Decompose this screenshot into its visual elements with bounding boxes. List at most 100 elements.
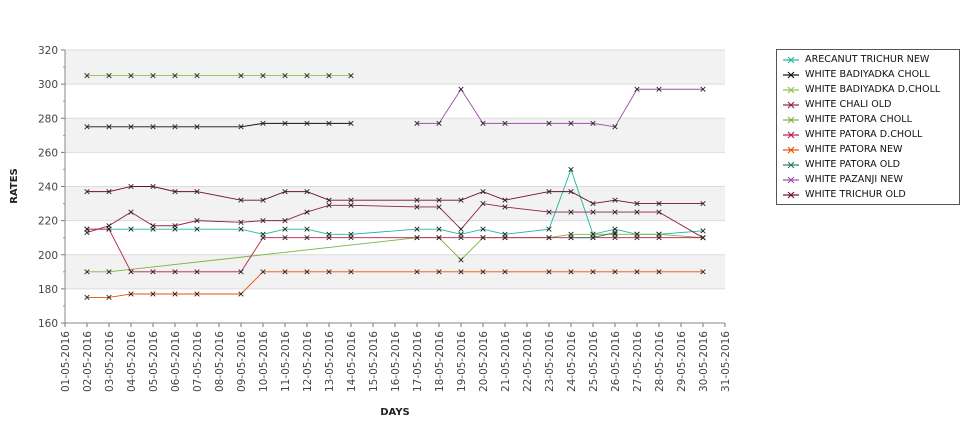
legend-label: WHITE BADIYADKA D.CHOLL <box>805 84 941 95</box>
data-point <box>546 209 552 215</box>
legend-label: ARECANUT TRICHUR NEW <box>805 54 930 65</box>
data-point <box>326 235 332 241</box>
data-point <box>326 202 332 208</box>
data-point <box>634 235 640 241</box>
data-point <box>326 120 332 126</box>
legend-item: WHITE PATORA D.CHOLL <box>781 127 959 142</box>
x-tick-label: 10-05-2016 <box>258 331 270 392</box>
data-point <box>590 235 596 241</box>
data-point <box>568 235 574 241</box>
y-tick-label: 200 <box>38 250 58 262</box>
data-point <box>194 269 200 275</box>
series-6 <box>84 226 706 275</box>
data-point <box>480 120 486 126</box>
data-point <box>260 72 266 79</box>
x-tick-label: 28-05-2016 <box>654 331 666 392</box>
data-point <box>458 257 464 263</box>
data-point <box>304 235 310 241</box>
series-line <box>87 186 703 205</box>
data-point <box>502 235 508 241</box>
data-point <box>656 86 662 92</box>
data-point <box>128 183 134 190</box>
data-point <box>304 209 310 215</box>
x-tick-label: 21-05-2016 <box>500 331 512 392</box>
data-point <box>700 235 706 241</box>
data-point <box>260 120 266 126</box>
data-point <box>590 269 596 275</box>
series-line <box>87 122 351 128</box>
data-point <box>436 226 442 232</box>
data-point <box>150 72 156 79</box>
x-tick-label: 12-05-2016 <box>302 331 314 392</box>
data-point <box>304 189 310 195</box>
data-point <box>194 291 200 297</box>
data-point <box>238 269 244 275</box>
series-2 <box>84 120 354 130</box>
data-point <box>84 124 90 130</box>
data-point <box>656 269 662 275</box>
series-9 <box>414 86 706 130</box>
data-point <box>414 226 420 232</box>
data-point <box>414 204 420 210</box>
data-point <box>480 235 486 241</box>
plot-band <box>65 186 725 221</box>
data-point <box>612 229 618 236</box>
data-point <box>326 72 332 79</box>
data-point <box>150 183 156 190</box>
data-point <box>436 197 442 203</box>
data-point <box>238 291 244 297</box>
legend-item: WHITE CHALI OLD <box>781 97 959 112</box>
y-tick-label: 180 <box>38 284 58 296</box>
data-point <box>612 235 618 241</box>
legend: ARECANUT TRICHUR NEW WHITE BADIYADKA CHOL… <box>776 49 960 205</box>
data-point <box>436 204 442 210</box>
series-10 <box>84 183 706 207</box>
data-point <box>172 291 178 297</box>
data-point <box>348 269 354 275</box>
legend-label: WHITE CHALI OLD <box>805 99 892 110</box>
data-point <box>128 291 134 297</box>
data-point <box>502 120 508 126</box>
data-point <box>436 120 442 126</box>
data-point <box>326 197 332 203</box>
data-point <box>568 166 574 173</box>
legend-label: WHITE PATORA CHOLL <box>805 114 912 125</box>
data-point <box>700 269 706 275</box>
data-point <box>348 120 354 126</box>
data-point <box>700 200 706 207</box>
data-point <box>106 294 112 301</box>
x-tick-label: 11-05-2016 <box>280 331 292 392</box>
data-point <box>656 235 662 241</box>
data-point <box>458 197 464 203</box>
data-point <box>414 235 420 241</box>
y-tick-label: 240 <box>38 182 58 194</box>
data-point <box>172 223 178 229</box>
legend-item: WHITE BADIYADKA D.CHOLL <box>781 82 959 97</box>
data-point <box>568 209 574 215</box>
data-point <box>458 86 464 92</box>
data-point <box>238 219 244 225</box>
series-line <box>417 88 703 128</box>
data-point <box>656 200 662 207</box>
data-point <box>84 226 90 232</box>
x-tick-label: 04-05-2016 <box>126 331 138 392</box>
data-point <box>150 223 156 229</box>
plot-band <box>65 50 725 85</box>
data-point <box>150 291 156 297</box>
data-point <box>546 189 552 195</box>
data-point <box>304 120 310 126</box>
data-point <box>260 235 266 241</box>
x-tick-label: 22-05-2016 <box>522 331 534 392</box>
y-tick-label: 260 <box>38 147 58 159</box>
legend-marker-icon <box>783 86 799 93</box>
data-point <box>282 218 288 224</box>
data-point <box>282 120 288 126</box>
legend-marker-icon <box>783 146 799 153</box>
data-point <box>568 189 574 195</box>
x-tick-label: 23-05-2016 <box>544 331 556 392</box>
x-tick-label: 03-05-2016 <box>104 331 116 392</box>
data-point <box>282 235 288 241</box>
data-point <box>700 86 706 92</box>
legend-marker-icon <box>783 131 799 138</box>
